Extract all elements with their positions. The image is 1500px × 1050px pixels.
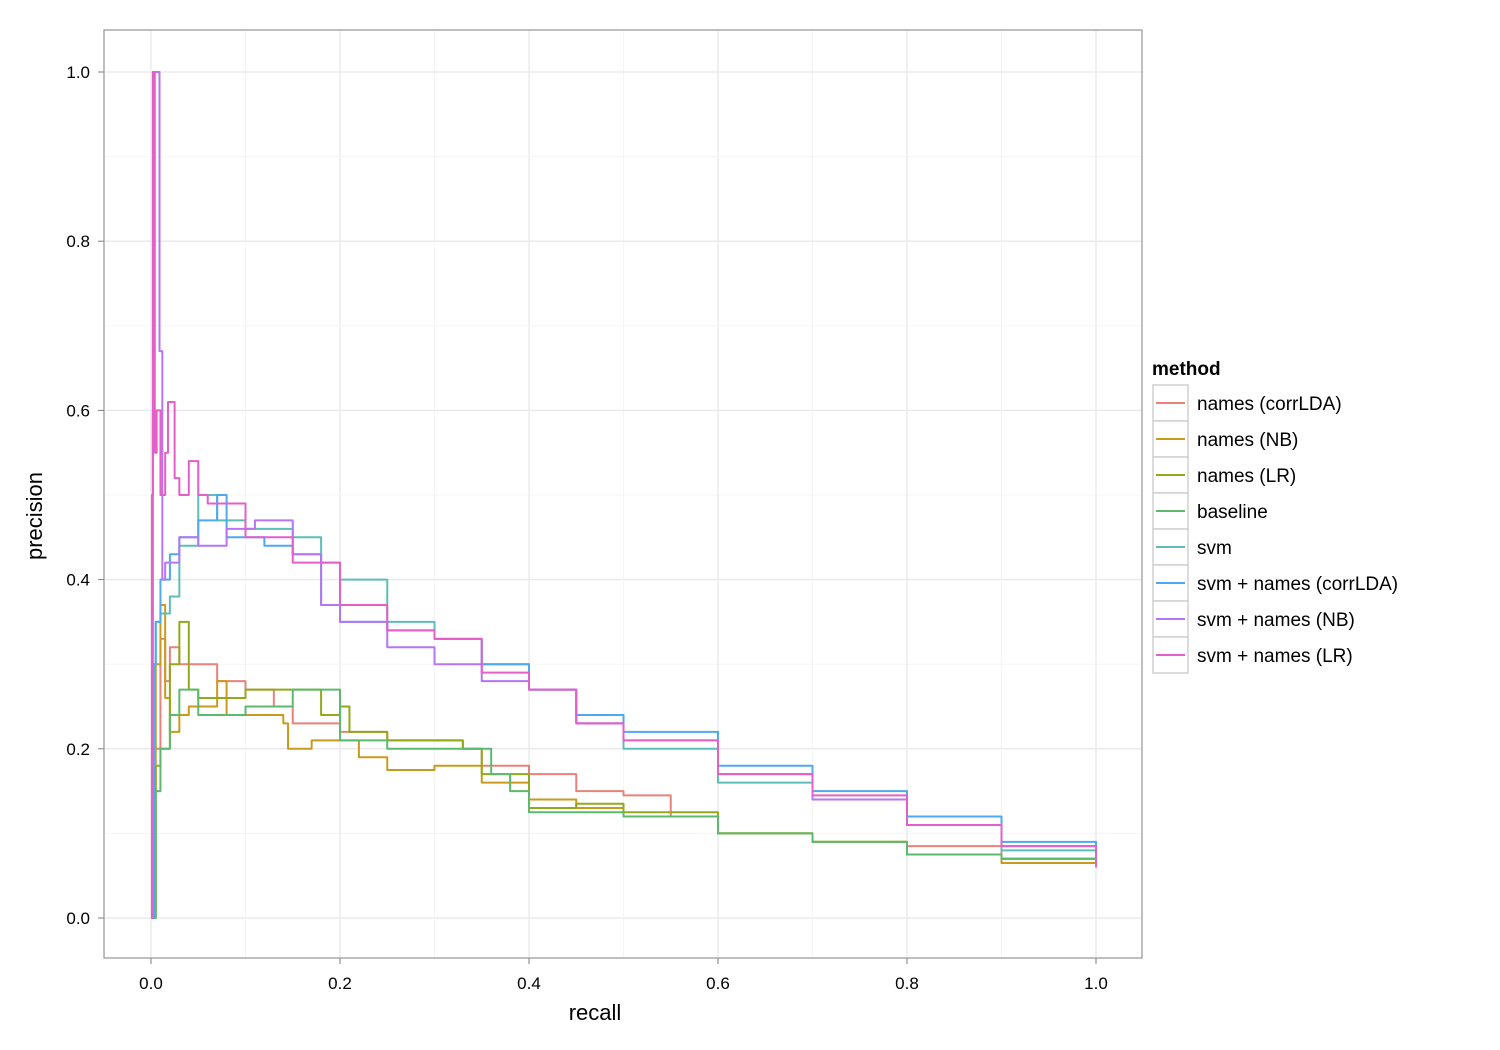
x-axis-label: recall <box>569 1000 622 1025</box>
legend-label: names (NB) <box>1197 430 1298 451</box>
legend-label: svm + names (NB) <box>1197 610 1355 631</box>
legend-title: method <box>1152 359 1221 380</box>
x-ticks: 0.0 0.2 0.4 0.6 0.8 1.0 <box>139 958 1108 993</box>
legend-label: svm + names (corrLDA) <box>1197 574 1398 595</box>
y-tick-label: 0.4 <box>66 571 90 590</box>
series-line <box>151 688 1097 919</box>
x-tick-label: 0.2 <box>328 974 352 993</box>
y-ticks: 0.0 0.2 0.4 0.6 0.8 1.0 <box>66 63 104 928</box>
y-tick-label: 0.0 <box>66 909 90 928</box>
y-tick-label: 0.8 <box>66 232 90 251</box>
x-tick-label: 0.8 <box>895 974 919 993</box>
x-tick-label: 0.4 <box>517 974 541 993</box>
y-tick-label: 0.2 <box>66 740 90 759</box>
legend-label: svm + names (LR) <box>1197 646 1353 667</box>
y-tick-label: 1.0 <box>66 63 90 82</box>
x-tick-label: 0.6 <box>706 974 730 993</box>
x-tick-label: 0.0 <box>139 974 163 993</box>
y-axis-label: precision <box>22 472 47 560</box>
series-line <box>150 71 1097 919</box>
series-lines <box>150 71 1097 919</box>
legend: method names (corrLDA) names (NB) names (L… <box>1152 359 1398 674</box>
legend-label: baseline <box>1197 502 1268 523</box>
legend-label: svm <box>1197 538 1232 559</box>
x-tick-label: 1.0 <box>1084 974 1108 993</box>
legend-label: names (LR) <box>1197 466 1296 487</box>
y-tick-label: 0.6 <box>66 401 90 420</box>
legend-label: names (corrLDA) <box>1197 394 1342 415</box>
